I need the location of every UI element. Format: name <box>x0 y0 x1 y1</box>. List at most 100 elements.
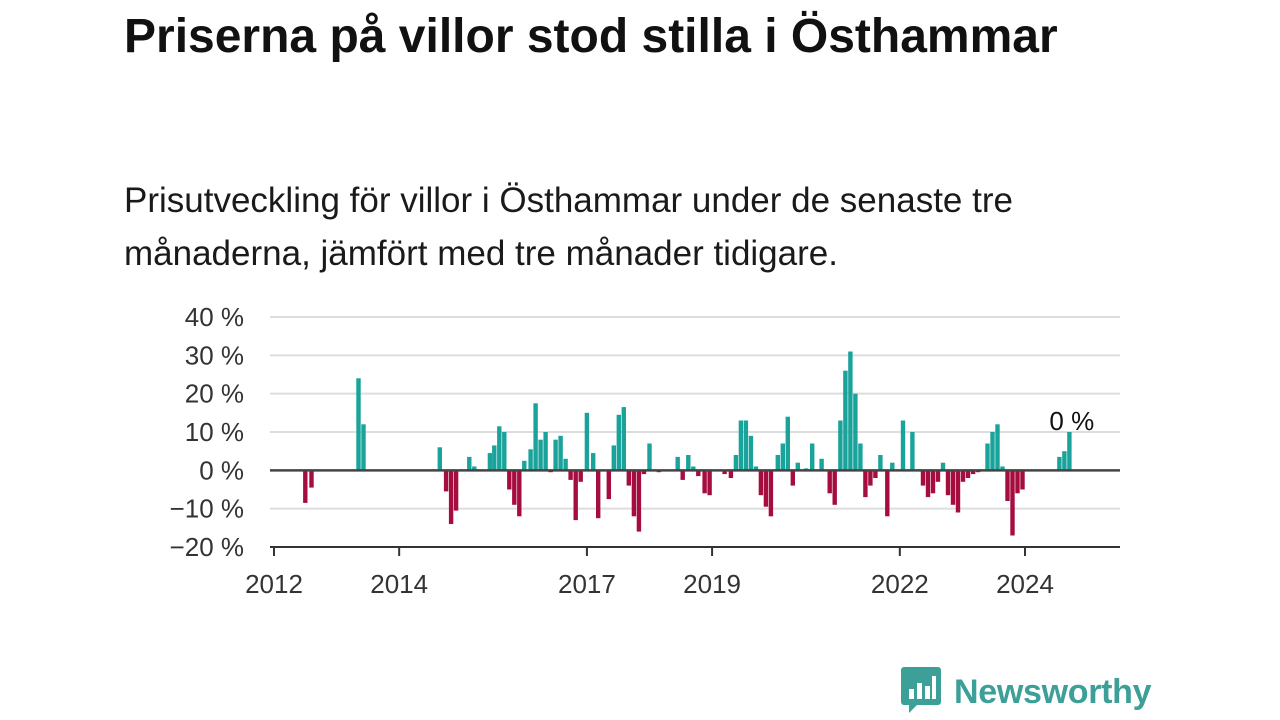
bar <box>920 470 926 486</box>
bar <box>611 445 616 471</box>
bar <box>1010 470 1015 536</box>
bar <box>990 432 995 471</box>
bar <box>675 456 680 471</box>
bar <box>472 466 477 471</box>
bar <box>810 443 815 471</box>
bar <box>533 403 538 471</box>
bar <box>497 426 502 471</box>
bar <box>940 462 946 471</box>
bar <box>578 470 583 482</box>
bar <box>758 470 764 496</box>
bar <box>309 470 314 488</box>
bar <box>1000 466 1005 471</box>
brand-name: Newsworthy <box>954 672 1152 711</box>
bar <box>487 453 493 471</box>
bar <box>641 470 647 475</box>
bar <box>691 466 696 471</box>
gridlines <box>270 316 1120 510</box>
bar <box>443 470 449 492</box>
bar <box>748 435 754 471</box>
bar <box>795 462 800 471</box>
x-tick-label: 2017 <box>558 569 616 599</box>
bar <box>925 470 931 498</box>
bar <box>733 455 739 471</box>
bar <box>631 470 637 517</box>
bar <box>858 443 863 471</box>
bar <box>995 424 1000 471</box>
bar <box>873 470 878 478</box>
bar <box>573 470 578 521</box>
bar <box>696 470 701 477</box>
bar <box>910 432 915 471</box>
bar <box>616 414 621 471</box>
x-tick-label: 2012 <box>245 569 303 599</box>
bar <box>707 470 712 496</box>
bar <box>303 470 308 503</box>
bar <box>512 470 517 505</box>
bar <box>785 416 790 471</box>
bar <box>517 470 522 517</box>
bar <box>507 470 512 490</box>
bar <box>950 470 956 505</box>
bar <box>780 443 785 471</box>
bar <box>768 470 774 517</box>
bar <box>448 470 454 524</box>
y-tick-label: 30 % <box>185 340 244 370</box>
y-tick-label: 20 % <box>185 379 244 409</box>
y-tick-label: 10 % <box>185 417 244 447</box>
bar <box>686 455 691 471</box>
newsworthy-logo-icon <box>900 665 942 720</box>
axes <box>270 469 1120 556</box>
bar <box>702 470 707 494</box>
bar <box>827 470 832 494</box>
bar <box>356 378 361 471</box>
x-tick-label: 2022 <box>871 569 929 599</box>
bar <box>945 470 951 496</box>
bar <box>819 458 824 471</box>
bars <box>303 351 1072 536</box>
bar <box>528 449 533 471</box>
bar <box>753 466 759 471</box>
page-subtitle: Prisutveckling för villor i Östhammar un… <box>124 181 1013 273</box>
bar <box>1005 470 1010 501</box>
x-tick-label: 2014 <box>370 569 428 599</box>
y-tick-label: −10 % <box>170 494 244 524</box>
brand-logo: Newsworthy <box>900 665 1152 720</box>
bar <box>935 470 941 482</box>
bar <box>970 470 976 475</box>
y-tick-label: 0 % <box>199 455 244 485</box>
page-title: Priserna på villor stod stilla i Östhamm… <box>124 10 1058 63</box>
bar <box>1062 451 1067 471</box>
bar <box>453 470 459 511</box>
bar <box>361 424 366 471</box>
bar <box>647 443 652 471</box>
bar <box>626 470 631 486</box>
bar <box>1020 470 1025 490</box>
bar <box>596 470 601 519</box>
bar-chart: −20 % −10 % 0 % 10 % 20 % 30 % 40 % 2012 2014 201… <box>170 302 1120 599</box>
bar <box>1067 432 1072 471</box>
bar <box>868 470 873 486</box>
bar <box>930 470 936 494</box>
bar <box>502 432 507 471</box>
bar <box>863 470 868 498</box>
bar <box>558 435 563 471</box>
bar <box>890 462 895 471</box>
bar <box>437 447 442 471</box>
bar <box>563 458 568 471</box>
bar <box>900 420 906 471</box>
bar <box>960 470 966 482</box>
bar <box>1057 456 1062 471</box>
bar <box>722 470 727 475</box>
bar <box>553 439 558 471</box>
bar <box>584 412 590 471</box>
bar <box>832 470 837 505</box>
bar <box>538 439 543 471</box>
bar <box>763 470 769 507</box>
end-value-label: 0 % <box>1049 406 1094 436</box>
bar <box>522 460 527 471</box>
bar <box>743 420 749 471</box>
bar <box>843 370 848 471</box>
bar <box>955 470 961 513</box>
bar <box>606 470 611 500</box>
